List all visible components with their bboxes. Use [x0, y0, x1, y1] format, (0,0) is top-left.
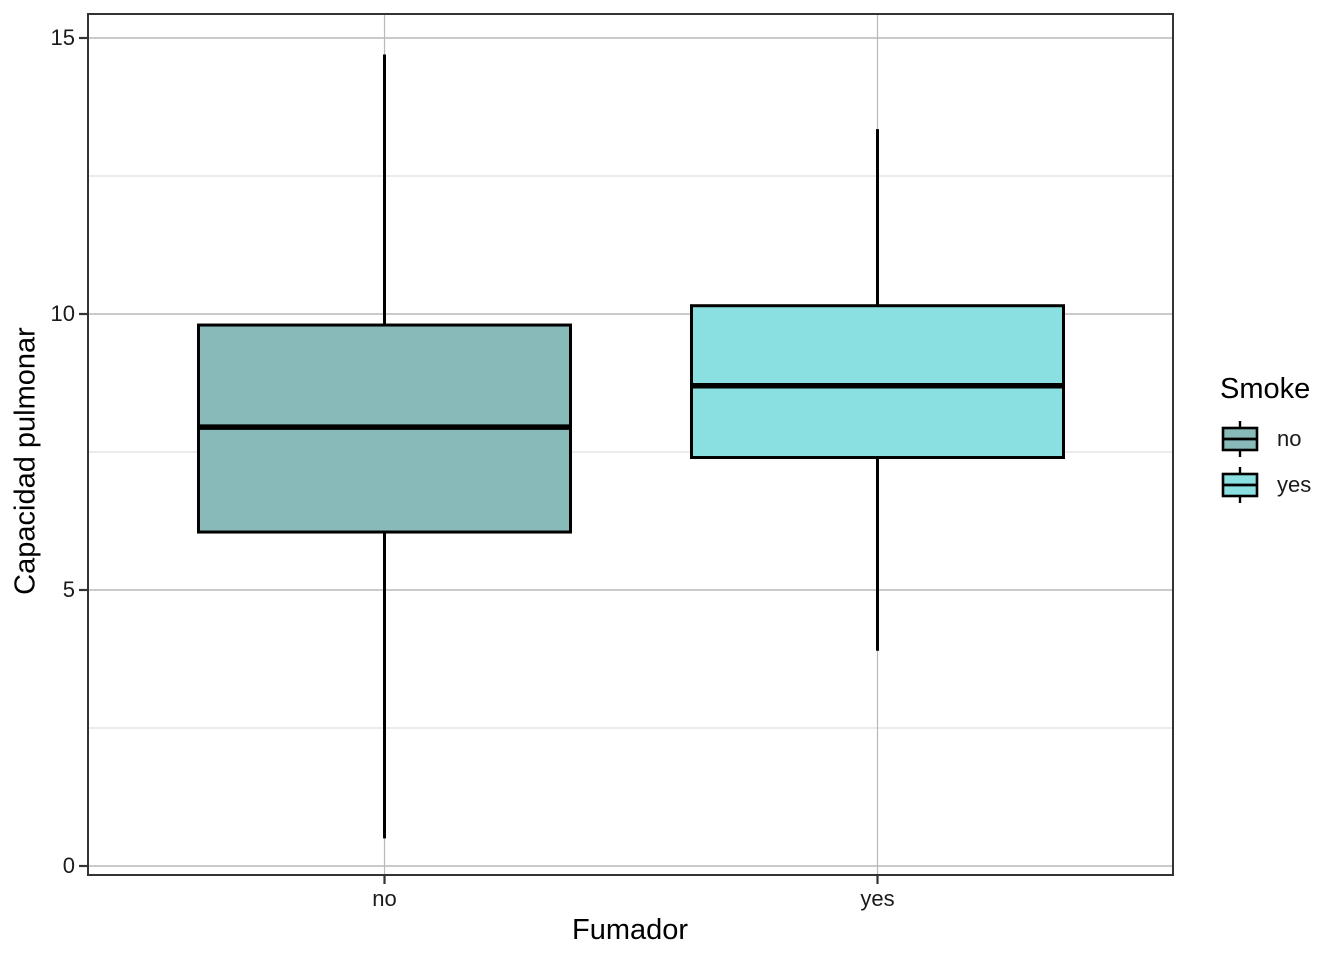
legend-label-yes: yes [1277, 472, 1312, 497]
legend-item-no: no [1220, 418, 1344, 460]
x-tick-label-yes: yes [860, 886, 895, 911]
y-axis-title: Capacidad pulmonar [9, 327, 42, 595]
panel-border [87, 13, 1174, 876]
x-axis-title: Fumador [571, 914, 689, 946]
legend-title: Smoke [1220, 373, 1311, 405]
x-tick-label-no: no [372, 886, 397, 911]
y-tick-label-0: 0 [62, 853, 75, 878]
legend-key-boxplot-icon [1221, 421, 1259, 457]
y-tick-label-5: 5 [62, 577, 75, 602]
legend-key-boxplot-icon [1221, 467, 1259, 503]
boxplot-yes-box [690, 304, 1065, 460]
y-tick-label-10: 10 [50, 301, 75, 326]
legend: Smoke no yes [1220, 374, 1344, 510]
legend-label-no: no [1277, 426, 1302, 451]
legend-items: no yes [1220, 418, 1344, 506]
legend-item-yes: yes [1220, 464, 1344, 506]
y-tick-label-15: 15 [50, 25, 75, 50]
